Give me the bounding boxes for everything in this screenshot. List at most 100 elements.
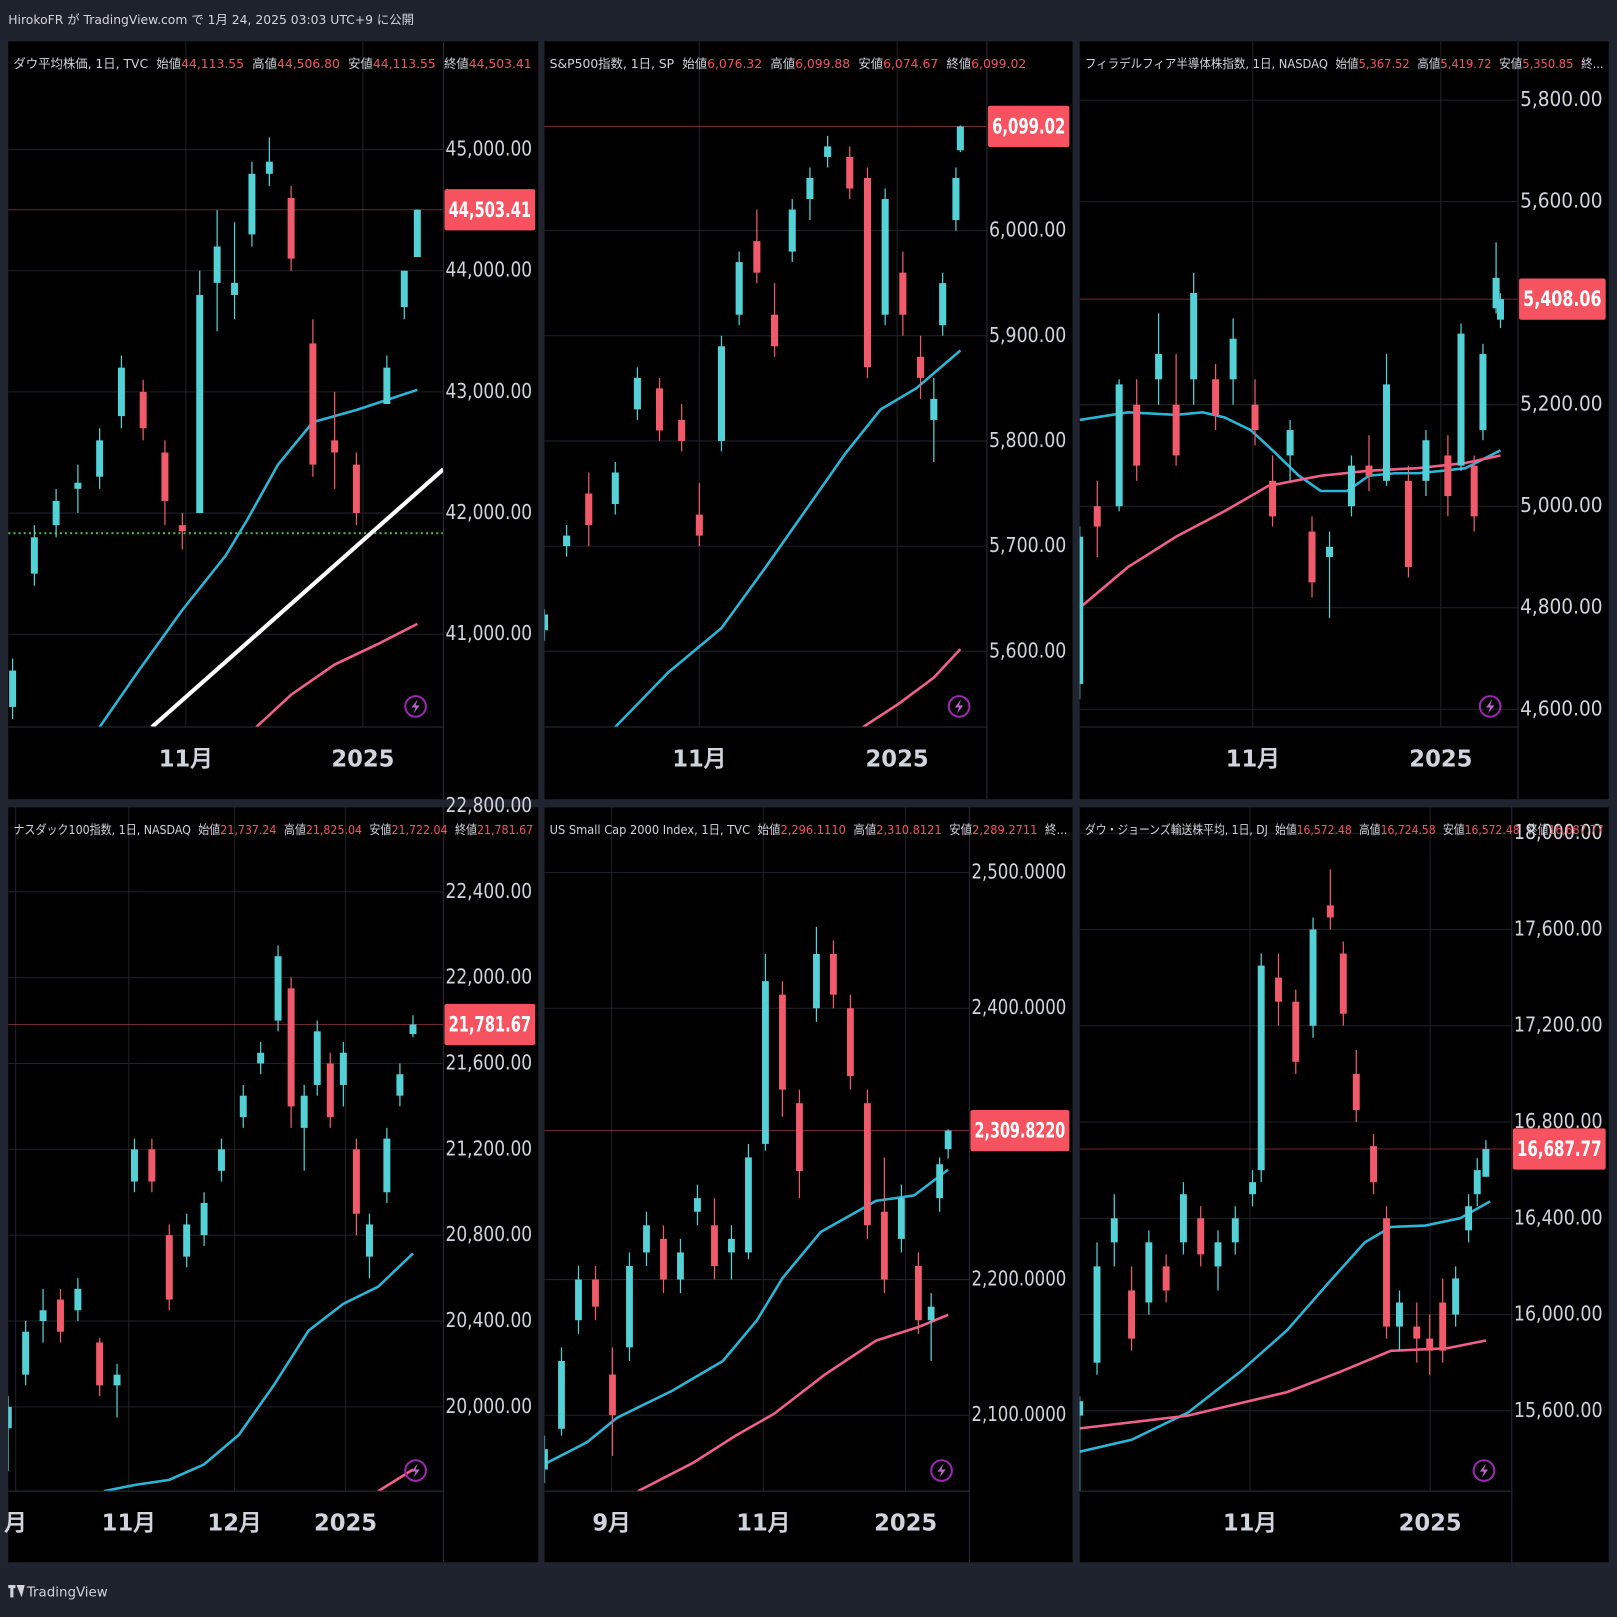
candle [165, 1224, 173, 1311]
candle [914, 1252, 922, 1334]
candle-body [9, 670, 17, 707]
chart-panel: 4,600.00 4,800.00 5,000.00 5,200.00 5,600.00… [1079, 41, 1609, 800]
x-tick-label: 11月 [736, 1511, 790, 1537]
candle-body [200, 1202, 208, 1236]
candle [846, 146, 854, 200]
candle-body [1229, 338, 1237, 380]
candle-body [331, 440, 339, 453]
y-tick-label: 21,600.00 [446, 1050, 533, 1074]
candle [944, 1129, 952, 1159]
chart-panel: 5,600.00 5,700.00 5,800.00 5,900.00 6,000.00… [544, 41, 1073, 800]
x-tick-label: 11月 [1223, 1511, 1277, 1537]
candle [400, 270, 408, 320]
candle [563, 525, 571, 557]
candle-body [383, 1138, 391, 1193]
y-tick-label: 5,200.00 [1520, 392, 1603, 416]
candle [788, 199, 796, 263]
candle-body [1479, 353, 1487, 431]
candle [339, 1042, 347, 1107]
candle [575, 1265, 582, 1334]
candle-body [1422, 440, 1430, 481]
candle [544, 1435, 548, 1484]
candle [956, 125, 964, 153]
candle-body [753, 241, 761, 273]
candle-body [1457, 333, 1465, 466]
candle [830, 940, 837, 1009]
candle [1231, 1206, 1239, 1255]
ohlc-name: 高値 [1417, 55, 1440, 70]
candle-body [847, 1008, 854, 1077]
candle-body [846, 156, 854, 189]
candle [847, 994, 854, 1090]
y-tick-label: 4,600.00 [1520, 696, 1603, 720]
candle [626, 1252, 633, 1361]
candle [1179, 1182, 1187, 1255]
y-tick-label: 21,200.00 [446, 1136, 533, 1160]
candle-body [1473, 1170, 1481, 1195]
y-tick-label: 42,000.00 [446, 500, 533, 524]
candle [117, 355, 125, 429]
tv-logo [8, 1585, 25, 1598]
candle-body [274, 956, 282, 1021]
ohlc-value: 6,099.02 [971, 56, 1026, 70]
candle-body [1326, 905, 1334, 918]
candle-body [148, 1149, 156, 1182]
candle-body [952, 177, 960, 221]
candle [1444, 435, 1452, 517]
candle [287, 977, 295, 1128]
last-price-label: 44,503.41 [449, 198, 532, 223]
candle-body [1115, 384, 1123, 507]
candle-body [914, 1265, 922, 1321]
ohlc-name: 終... [1045, 822, 1067, 837]
candle-body [626, 1265, 633, 1348]
y-tick-label: 16,400.00 [1514, 1205, 1603, 1229]
candle [1452, 1266, 1460, 1327]
candle [897, 1184, 905, 1253]
moving-average-line [544, 1168, 949, 1466]
ohlc-value: 5,350.85 [1522, 56, 1573, 70]
candle-body [1492, 277, 1500, 309]
candle-body [1404, 480, 1412, 568]
candle-body [183, 1224, 191, 1257]
candle [1308, 516, 1316, 598]
candle [735, 251, 743, 326]
candle [917, 335, 925, 399]
x-tick-label: 月 [3, 1511, 27, 1537]
plot-area [1079, 41, 1518, 728]
candle-body [796, 1103, 803, 1172]
y-tick-label: 20,400.00 [446, 1308, 533, 1332]
x-tick-label: 2025 [314, 1511, 377, 1537]
candle [611, 461, 619, 515]
candle-body [1444, 455, 1452, 497]
candle [1190, 272, 1198, 405]
candle [1457, 323, 1465, 471]
y-tick-label: 20,000.00 [446, 1394, 533, 1418]
candle-body [717, 346, 726, 441]
y-tick-label: 5,800.00 [1520, 87, 1603, 111]
x-tick-label: 2025 [1409, 747, 1472, 773]
chart-header: ナスダック100指数, 1日, NASDAQ 始値21,737.24 高値21,82… [13, 822, 533, 837]
y-tick-label: 44,000.00 [446, 258, 533, 282]
candle-body [936, 1164, 944, 1199]
y-tick-label: 22,400.00 [446, 879, 533, 903]
x-tick-label: 2025 [874, 1511, 937, 1537]
candle-body [1286, 430, 1294, 456]
candle [609, 1347, 616, 1456]
y-tick-label: 5,000.00 [1520, 493, 1603, 517]
x-tick-label: 2025 [1399, 1511, 1462, 1537]
candle-body [611, 472, 619, 505]
ohlc-name: 終値 [455, 822, 477, 837]
candle [331, 391, 339, 489]
candle [1473, 1158, 1481, 1207]
ohlc-value: 16,572.48 [1465, 823, 1520, 837]
chart-header: US Small Cap 2000 Index, 1日, TVC 始値2,296.… [550, 822, 1068, 837]
candle [1479, 343, 1487, 441]
candle [218, 1138, 225, 1182]
candle-body [1214, 1242, 1222, 1267]
alert-icon [1478, 695, 1502, 718]
ohlc-value: 44,503.41 [469, 56, 532, 70]
candle-body [409, 1024, 417, 1035]
candle [1470, 455, 1478, 532]
last-price-tag [987, 105, 1070, 148]
moving-average-line [614, 349, 962, 728]
